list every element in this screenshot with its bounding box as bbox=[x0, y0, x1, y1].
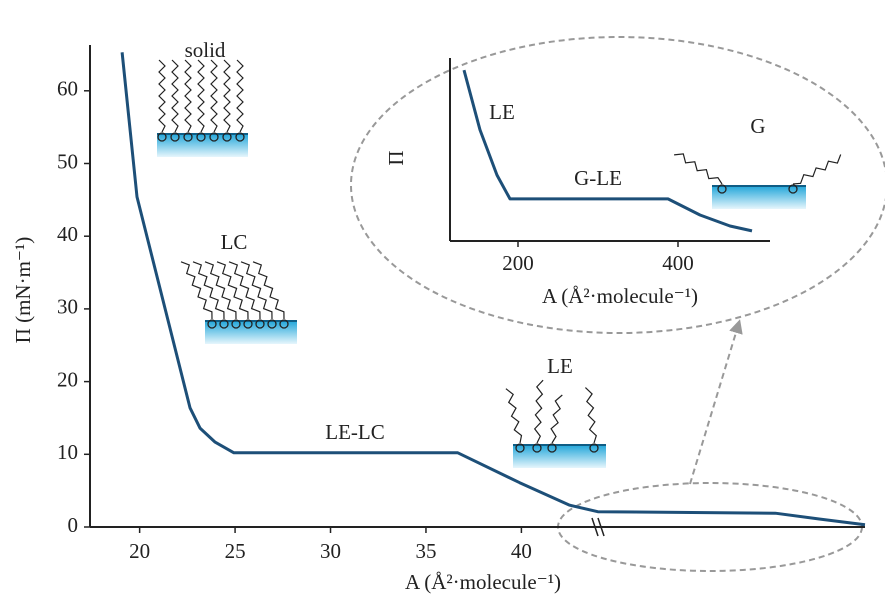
y-axis-title: Π (mN·m⁻¹) bbox=[11, 237, 35, 344]
x-tick-label: 40 bbox=[511, 539, 532, 563]
phase-label: solid bbox=[185, 38, 226, 62]
molecule-sketch bbox=[674, 154, 841, 209]
page: {"chart_data": [ {"type": "line", "y_lab… bbox=[0, 0, 885, 602]
x-axis-title: A (Å²·molecule⁻¹) bbox=[405, 570, 561, 594]
y-tick-label: 30 bbox=[57, 295, 78, 319]
y-tick-label: 60 bbox=[57, 77, 78, 101]
phase-label: G bbox=[750, 114, 765, 138]
lipid-tail bbox=[793, 155, 841, 185]
water bbox=[205, 320, 297, 344]
phase-label: LE bbox=[547, 354, 573, 378]
x-tick-label: 400 bbox=[662, 251, 694, 275]
lipid-tail bbox=[535, 380, 543, 443]
y-tick-label: 0 bbox=[68, 513, 79, 537]
zoom-arrow bbox=[690, 326, 738, 484]
molecule-sketch bbox=[506, 380, 606, 468]
lipid-tail bbox=[172, 60, 178, 132]
y-tick-label: 40 bbox=[57, 222, 78, 246]
x-tick-label: 25 bbox=[225, 539, 246, 563]
lipid-tail bbox=[198, 60, 204, 132]
lipid-tail bbox=[181, 262, 212, 319]
lipid-tail bbox=[224, 60, 230, 132]
molecule-sketch bbox=[157, 60, 248, 157]
data-line bbox=[464, 70, 752, 231]
molecule-sketch bbox=[181, 262, 297, 344]
phase-label: LE-LC bbox=[325, 420, 384, 444]
lipid-tail bbox=[211, 60, 217, 132]
phase-label: G-LE bbox=[574, 166, 622, 190]
lipid-tail bbox=[159, 60, 165, 132]
x-tick-label: 20 bbox=[129, 539, 150, 563]
x-tick-label: 200 bbox=[502, 251, 534, 275]
lipid-tail bbox=[674, 154, 722, 184]
water bbox=[513, 444, 606, 468]
y-tick-label: 50 bbox=[57, 149, 78, 173]
x-tick-label: 35 bbox=[415, 539, 436, 563]
phase-label: LE bbox=[489, 100, 515, 124]
phase-label: LC bbox=[221, 230, 248, 254]
y-axis-title: Π bbox=[384, 150, 408, 165]
lipid-tail bbox=[585, 388, 596, 443]
lipid-tail bbox=[185, 60, 191, 132]
x-axis-title: A (Å²·molecule⁻¹) bbox=[542, 284, 698, 308]
chart: 0 10 20 30 40 50 60 20 25 30 35 40 Π (mN·m⁻¹) A (Å²·m… bbox=[0, 0, 885, 602]
y-tick-label: 20 bbox=[57, 367, 78, 391]
x-tick-label: 30 bbox=[320, 539, 341, 563]
lipid-tail bbox=[237, 60, 243, 132]
lipid-tail bbox=[506, 389, 522, 443]
lipid-tail bbox=[551, 395, 562, 443]
y-tick-label: 10 bbox=[57, 440, 78, 464]
